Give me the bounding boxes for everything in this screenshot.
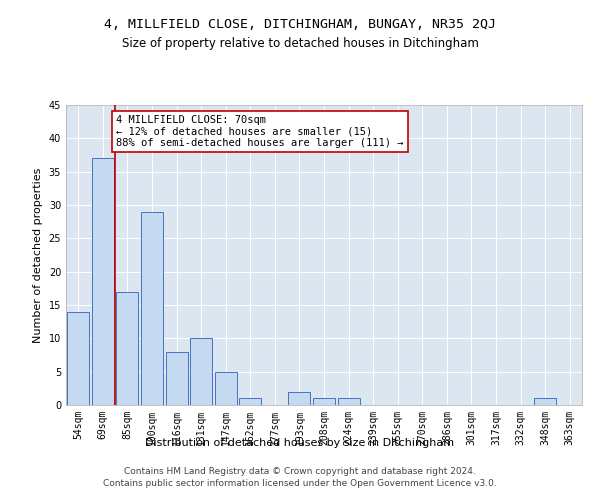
Text: Distribution of detached houses by size in Ditchingham: Distribution of detached houses by size … xyxy=(145,438,455,448)
Text: 4 MILLFIELD CLOSE: 70sqm
← 12% of detached houses are smaller (15)
88% of semi-d: 4 MILLFIELD CLOSE: 70sqm ← 12% of detach… xyxy=(116,115,404,148)
Text: Size of property relative to detached houses in Ditchingham: Size of property relative to detached ho… xyxy=(122,38,478,51)
Bar xyxy=(239,398,262,405)
Bar xyxy=(215,372,237,405)
Bar xyxy=(289,392,310,405)
Y-axis label: Number of detached properties: Number of detached properties xyxy=(33,168,43,342)
Bar xyxy=(190,338,212,405)
Bar xyxy=(116,292,139,405)
Text: Contains public sector information licensed under the Open Government Licence v3: Contains public sector information licen… xyxy=(103,480,497,488)
Bar xyxy=(313,398,335,405)
Bar xyxy=(534,398,556,405)
Text: 4, MILLFIELD CLOSE, DITCHINGHAM, BUNGAY, NR35 2QJ: 4, MILLFIELD CLOSE, DITCHINGHAM, BUNGAY,… xyxy=(104,18,496,30)
Bar xyxy=(338,398,359,405)
Bar xyxy=(92,158,114,405)
Bar xyxy=(166,352,188,405)
Bar xyxy=(67,312,89,405)
Bar xyxy=(141,212,163,405)
Text: Contains HM Land Registry data © Crown copyright and database right 2024.: Contains HM Land Registry data © Crown c… xyxy=(124,466,476,475)
